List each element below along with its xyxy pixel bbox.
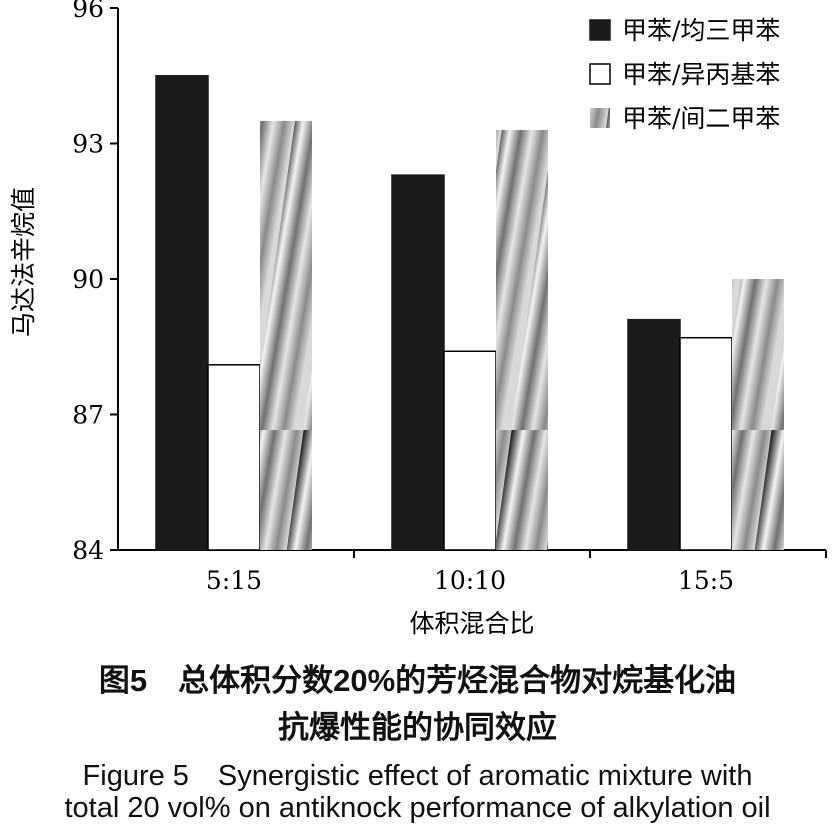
legend-swatch-2 [589, 63, 611, 85]
bar-3-10-10 [496, 129, 548, 550]
x-tick-label: 5:15 [206, 566, 262, 595]
x-tick-label: 15:5 [678, 566, 734, 595]
y-tick-label: 96 [72, 0, 104, 23]
bars [155, 75, 784, 551]
x-tick-label: 10:10 [434, 566, 506, 595]
y-tick-label: 93 [72, 130, 104, 159]
y-ticks: 84 87 90 93 96 [72, 0, 118, 565]
caption-chinese-line-1: 图5 总体积分数20%的芳烃混合物对烷基化油 [98, 663, 737, 698]
y-tick-label: 84 [72, 536, 104, 565]
legend-label-1: 甲苯/均三甲苯 [622, 16, 780, 45]
caption-english-line-2: total 20 vol% on antiknock performance o… [64, 792, 771, 824]
bar-1-15-5 [627, 318, 681, 551]
x-axis-label: 体积混合比 [409, 609, 534, 638]
legend-label-2: 甲苯/异丙基苯 [622, 60, 780, 89]
legend-swatch-3 [590, 108, 610, 128]
bar-3-5-15 [260, 120, 312, 551]
bar-2-5-15 [207, 364, 261, 551]
y-tick-label: 90 [72, 265, 104, 294]
y-axis-label: 马达法辛烷值 [9, 187, 38, 337]
caption-english-line-1: Figure 5 Synergistic effect of aromatic … [82, 760, 753, 792]
bar-2-10-10 [443, 350, 497, 551]
caption-chinese-line-2: 抗爆性能的协同效应 [278, 710, 557, 745]
y-tick-label: 87 [72, 401, 104, 430]
bar-1-5-15 [155, 75, 209, 551]
bar-2-15-5 [679, 336, 733, 551]
bar-3-15-5 [732, 279, 784, 550]
bar-1-10-10 [391, 174, 445, 551]
x-ticks: 5:15 10:10 15:5 [206, 550, 827, 595]
legend-swatch-1 [589, 19, 611, 41]
legend-label-3: 甲苯/间二甲苯 [622, 104, 780, 133]
